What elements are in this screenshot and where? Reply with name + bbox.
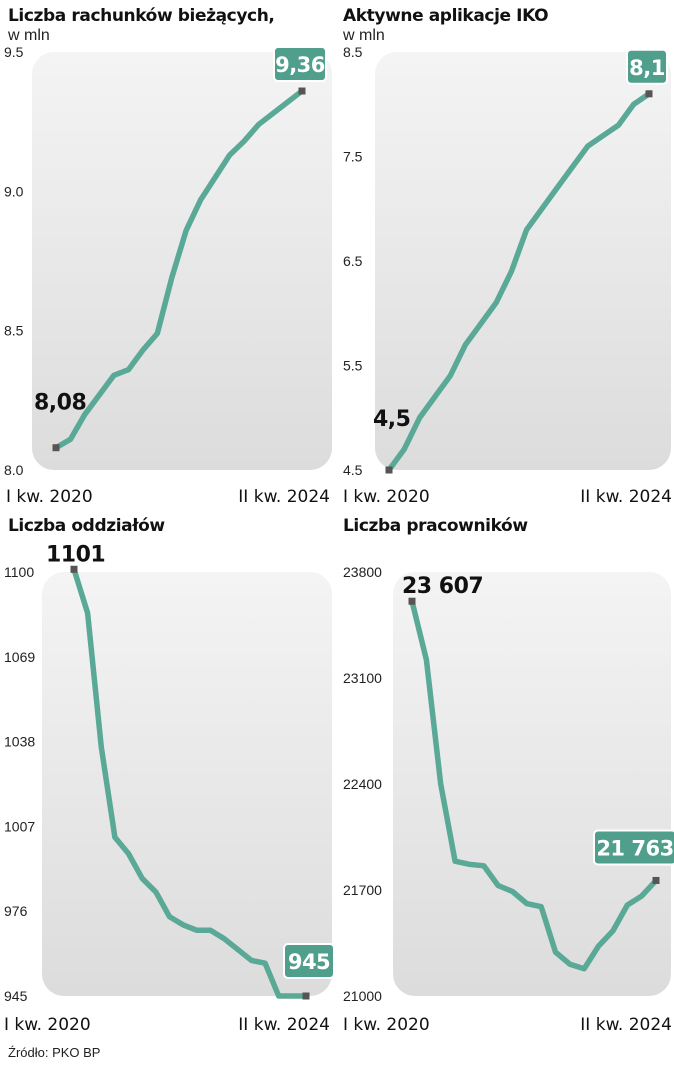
end-value-label: 8,1	[629, 56, 665, 80]
plot-area	[32, 52, 332, 470]
y-tick-label: 945	[4, 988, 28, 1004]
chart-panel-accounts: Liczba rachunków bieżących, w mln 9.5 9.0…	[0, 0, 337, 510]
end-value-badge	[283, 943, 335, 979]
chart-subtitle: w mln	[343, 27, 385, 44]
chart-svg: 1100 1069 1038 1007 976 945 1101 945 I kw. 2020 I…	[4, 542, 335, 1035]
plot-area	[375, 52, 671, 470]
end-marker	[298, 87, 306, 95]
chart-svg: 9.5 9.0 8.5 8.0 8,08 9,36 I kw. 2020 II kw. 202…	[4, 44, 332, 507]
plot-area	[393, 572, 671, 996]
chart-panel-employees: Liczba pracowników 23800 23100 22400 21700 2…	[337, 510, 674, 1040]
y-tick-label: 8.5	[343, 44, 363, 60]
chart-panel-iko-apps: Aktywne aplikacje IKO w mln 8.5 7.5 6.5 5.5…	[337, 0, 674, 510]
chart-title: Liczba oddziałów	[8, 516, 165, 536]
end-value-badge	[626, 48, 668, 85]
end-marker	[302, 992, 310, 1000]
x-end-label: II kw. 2024	[238, 487, 330, 507]
chart-svg: 23800 23100 22400 21700 21000 23 607 21 763 I k…	[343, 564, 674, 1035]
start-value-label: 23 607	[402, 574, 483, 599]
y-tick-label: 1007	[4, 818, 35, 834]
end-value-badge	[593, 829, 674, 866]
plot-area	[42, 572, 332, 996]
y-tick-label: 21000	[343, 988, 382, 1004]
end-value-badge	[273, 46, 327, 83]
start-value-label: 1101	[46, 542, 105, 567]
chart-panel-branches: Liczba oddziałów 1100 1069 1038 1007 976 945 1…	[0, 510, 337, 1040]
series-line	[71, 566, 309, 999]
y-tick-label: 1038	[4, 734, 35, 750]
end-value-label: 9,36	[275, 53, 325, 77]
x-end-label: II kw. 2024	[238, 1015, 330, 1035]
start-value-label: 4,5	[373, 407, 410, 432]
y-tick-label: 7.5	[343, 149, 363, 165]
chart-subtitle: w mln	[8, 27, 50, 44]
x-end-label: II kw. 2024	[580, 487, 672, 507]
end-value-label: 21 763	[596, 836, 673, 860]
start-marker	[52, 444, 60, 452]
y-tick-label: 8.5	[4, 323, 24, 339]
y-tick-label: 8.0	[4, 462, 24, 478]
chart-title: Aktywne aplikacje IKO	[343, 6, 549, 26]
series-line	[53, 88, 305, 451]
y-tick-label: 6.5	[343, 253, 363, 269]
chart-title: Liczba pracowników	[343, 516, 528, 536]
y-tick-label: 1100	[4, 564, 34, 580]
y-tick-label: 9.0	[4, 183, 24, 199]
start-marker	[408, 597, 416, 605]
x-start-label: I kw. 2020	[4, 1015, 91, 1035]
chart-title: Liczba rachunków bieżących,	[8, 6, 275, 26]
y-tick-label: 23100	[343, 670, 382, 686]
y-tick-label: 4.5	[343, 462, 363, 478]
x-start-label: I kw. 2020	[343, 1015, 430, 1035]
x-start-label: I kw. 2020	[343, 487, 430, 507]
end-marker	[652, 876, 660, 884]
start-marker	[70, 565, 78, 573]
y-tick-label: 23800	[343, 564, 382, 580]
x-start-label: I kw. 2020	[6, 487, 93, 507]
x-end-label: II kw. 2024	[580, 1015, 672, 1035]
series-line	[386, 91, 652, 473]
series-line	[409, 598, 659, 972]
chart-svg: 8.5 7.5 6.5 5.5 4.5 4,5 8,1 I kw. 2020 II kw. 20…	[343, 44, 672, 507]
end-value-label: 945	[288, 950, 330, 974]
y-tick-label: 21700	[343, 882, 382, 898]
y-tick-label: 1069	[4, 649, 35, 665]
y-tick-label: 5.5	[343, 358, 363, 374]
y-tick-label: 22400	[343, 776, 382, 792]
start-value-label: 8,08	[34, 391, 86, 416]
y-tick-label: 9.5	[4, 44, 24, 60]
source-note: Źródło: PKO BP	[8, 1045, 101, 1060]
start-marker	[385, 466, 393, 474]
end-marker	[645, 90, 653, 98]
y-tick-label: 976	[4, 903, 28, 919]
